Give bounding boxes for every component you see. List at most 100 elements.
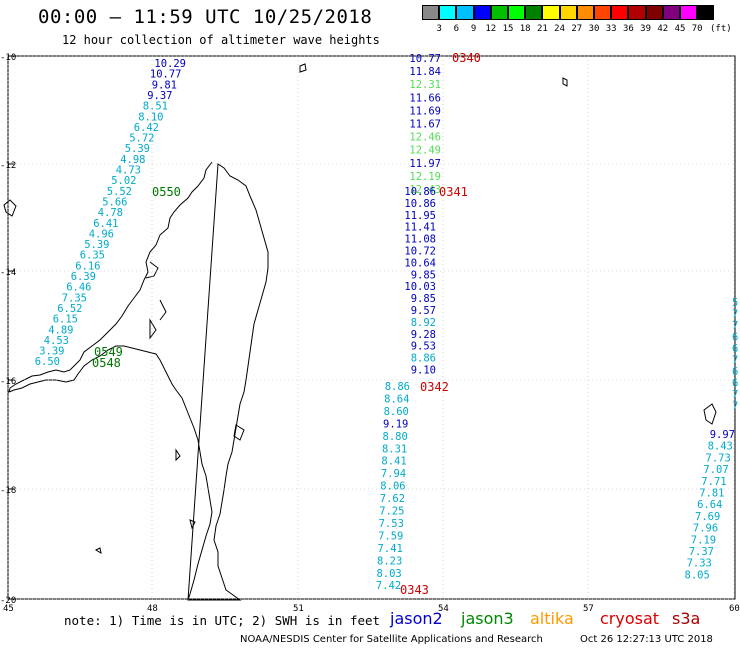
wave-height-value: 9.57	[411, 305, 436, 317]
colorbar-swatch	[662, 5, 680, 20]
colorbar-swatch	[439, 5, 457, 20]
wave-height-value: 11.84	[409, 66, 441, 78]
wave-height-value: 10.29	[154, 58, 186, 70]
pass-time-label: 0550	[152, 185, 181, 199]
colorbar-swatch	[611, 5, 629, 20]
wave-height-value: 6.5	[732, 366, 740, 378]
pass-time-label: 0341	[439, 185, 468, 199]
wave-height-value: 10.86	[404, 186, 436, 198]
wave-height-value: 10.77	[150, 69, 182, 81]
colorbar-label: 45	[674, 24, 686, 34]
footer-timestamp: Oct 26 12:27:13 UTC 2018	[580, 634, 713, 645]
colorbar-unit: (ft)	[710, 24, 732, 34]
wave-height-value: 6.50	[35, 356, 60, 368]
lon-label: 45	[3, 604, 14, 614]
colorbar-label: 6	[453, 24, 460, 34]
wave-height-value: 5	[732, 297, 738, 309]
lat-label: -16	[0, 377, 16, 387]
wave-height-value: 3.39	[39, 346, 64, 358]
colorbar-swatch	[422, 5, 440, 20]
colorbar-label: 30	[588, 24, 600, 34]
wave-height-value: 9.19	[383, 418, 408, 430]
map-border	[7, 55, 736, 600]
wave-height-value: 6.35	[80, 250, 105, 262]
wave-height-value: 10.03	[404, 281, 436, 293]
wave-height-value: 7.37	[689, 546, 714, 558]
wave-height-value: 9.81	[152, 79, 177, 91]
colorbar-swatch	[645, 5, 663, 20]
wave-height-value: 8.06	[380, 481, 405, 493]
colorbar-swatch	[473, 5, 491, 20]
colorbar-label: 21	[536, 24, 548, 34]
lon-label: 51	[293, 604, 304, 614]
wave-height-value: 6.46	[66, 282, 91, 294]
footer-credit: NOAA/NESDIS Center for Satellite Applica…	[240, 634, 543, 645]
colorbar-label: 18	[519, 24, 531, 34]
wave-height-value: 7	[732, 320, 738, 332]
wave-height-value: 8.03	[376, 568, 401, 580]
wave-height-value: 8.60	[384, 406, 409, 418]
wave-height-value: 6.8	[732, 378, 740, 390]
satellite-legend-item: s3a	[672, 609, 701, 628]
wave-height-value: 7.25	[379, 506, 404, 518]
wave-height-value: 6.41	[93, 218, 118, 230]
pass-time-label: 0343	[400, 583, 429, 597]
wave-height-value: 11.41	[404, 222, 436, 234]
lon-label: 54	[438, 604, 449, 614]
altimeter-tracks: 10.7711.8412.3111.6611.6911.6712.4612.49…	[35, 51, 740, 597]
wave-height-value: 8.80	[383, 431, 408, 443]
colorbar-label: 36	[622, 24, 634, 34]
lon-label: 48	[147, 604, 158, 614]
wave-height-value: 9.37	[147, 90, 172, 102]
colorbar-swatch	[542, 5, 560, 20]
wave-height-value: 9.85	[411, 293, 436, 305]
wave-height-value: 6	[732, 332, 738, 344]
colorbar-label: 3	[436, 24, 442, 34]
wave-height-value: 7.35	[62, 292, 87, 304]
madagascar-coastline	[8, 161, 269, 601]
pass-time-label: 0342	[420, 380, 449, 394]
wave-height-value: 4.78	[98, 207, 123, 219]
wave-height-value: 11.69	[409, 105, 441, 117]
wave-height-value: 11.97	[409, 158, 441, 170]
wave-height-value: 5.02	[111, 175, 136, 187]
wave-height-value: 9.28	[411, 329, 436, 341]
page-subtitle: 12 hour collection of altimeter wave hei…	[62, 33, 380, 47]
wave-height-value: 5.66	[102, 196, 127, 208]
colorbar-label: 27	[571, 24, 583, 34]
wave-height-value: 6.52	[57, 303, 82, 315]
wave-height-value: 7.71	[701, 476, 726, 488]
wave-height-value: 8.23	[377, 555, 402, 567]
wave-height-value: 4.53	[44, 335, 69, 347]
lon-label: 60	[729, 604, 740, 614]
lat-label: -12	[0, 161, 16, 171]
wave-height-value: 7.33	[687, 558, 712, 570]
colorbar-swatch	[490, 5, 508, 20]
wave-height-value: 11.08	[404, 234, 436, 246]
colorbar-swatch	[456, 5, 474, 20]
wave-height-value: 8.51	[143, 101, 168, 113]
coastline	[3, 63, 717, 601]
lat-label: -20	[0, 596, 16, 606]
wave-height-value: 8.86	[411, 353, 436, 365]
wave-height-value: 4.89	[48, 324, 73, 336]
colorbar-swatch	[594, 5, 612, 20]
colorbar-label: 70	[691, 24, 703, 34]
wave-height-value: 5.72	[129, 133, 154, 145]
wave-height-value: 8.05	[685, 569, 710, 581]
colorbar-swatch	[576, 5, 594, 20]
wave-height-value: 7.96	[693, 523, 718, 535]
satellite-legend-item: jason2	[390, 609, 443, 628]
colorbar-swatch	[508, 5, 526, 20]
wave-height-value: 11.95	[404, 210, 436, 222]
wave-height-value: 7.42	[376, 580, 401, 592]
wave-height-value: 10.64	[404, 257, 436, 269]
wave-height-value: 9.10	[411, 365, 436, 377]
wave-height-value: 8.10	[138, 111, 163, 123]
wave-height-value: 8.43	[708, 441, 733, 453]
wave-height-value: 10.72	[404, 246, 436, 258]
colorbar-label: 42	[657, 24, 669, 34]
wave-height-value: 11.66	[409, 92, 441, 104]
